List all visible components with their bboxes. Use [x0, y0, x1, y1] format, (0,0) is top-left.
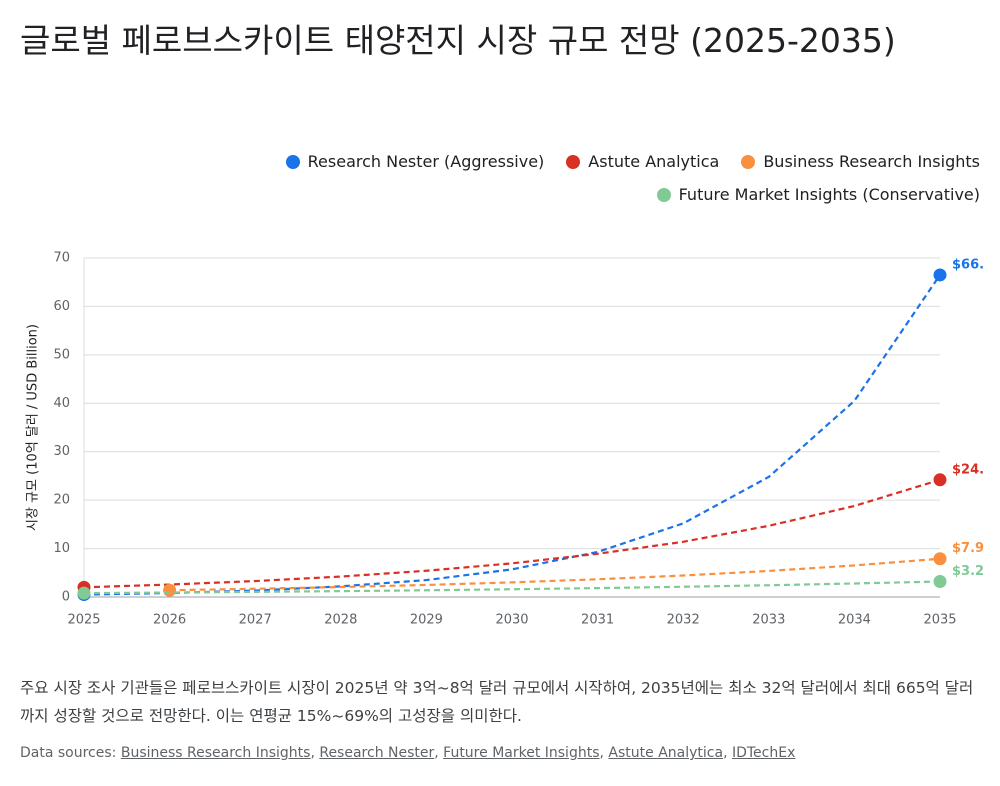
description: 주요 시장 조사 기관들은 페로브스카이트 시장이 2025년 약 3억~8억 …: [20, 679, 974, 725]
legend-marker: [566, 154, 581, 169]
x-tick-label: 2030: [495, 613, 528, 628]
y-tick-label: 70: [53, 251, 70, 266]
y-tick-label: 50: [53, 347, 70, 362]
source-link[interactable]: Astute Analytica: [608, 745, 724, 761]
y-tick-label: 60: [53, 299, 70, 314]
end-point: [77, 586, 91, 600]
separator: ,: [434, 745, 444, 761]
y-tick-label: 40: [53, 396, 70, 411]
legend-item: Astute Analytica: [566, 152, 719, 171]
value-label: $66.: [952, 257, 984, 272]
source-link[interactable]: Research Nester: [319, 745, 435, 761]
legend-item: Business Research Insights: [741, 152, 980, 171]
legend-label: Astute Analytica: [588, 152, 720, 171]
series-line: [83, 580, 941, 595]
series-line: [169, 557, 941, 592]
x-tick-label: 2033: [752, 613, 785, 628]
sources-label: Data sources:: [20, 745, 117, 761]
source-link[interactable]: Future Market Insights: [443, 745, 600, 761]
separator: ,: [723, 745, 732, 761]
y-tick-label: 0: [62, 590, 70, 605]
legend-label: Research Nester (Aggressive): [307, 152, 545, 171]
x-tick-label: 2028: [324, 613, 357, 628]
source-list: Business Research Insights, Research Nes…: [121, 745, 796, 761]
x-tick-label: 2025: [67, 613, 100, 628]
legend-item: Research Nester (Aggressive): [285, 152, 545, 171]
end-point: [933, 575, 947, 589]
series-line: [83, 478, 941, 589]
y-tick-label: 30: [53, 444, 70, 459]
series-line: [83, 274, 941, 596]
legend-marker: [285, 154, 300, 169]
legend-label: Business Research Insights: [763, 152, 980, 171]
separator: ,: [599, 745, 609, 761]
legend: Research Nester (Aggressive) Astute Analy…: [280, 152, 980, 204]
source-link[interactable]: Business Research Insights: [120, 745, 311, 761]
y-tick-label: 10: [53, 541, 70, 556]
x-tick-label: 2035: [923, 613, 956, 628]
x-tick-label: 2029: [410, 613, 443, 628]
end-point: [933, 473, 947, 487]
legend-marker: [741, 154, 756, 169]
source-link[interactable]: IDTechEx: [731, 745, 796, 761]
legend-item: Future Market Insights (Conservative): [656, 185, 980, 204]
y-axis-label: 시장 규모 (10억 달러 / USD Billion): [26, 324, 41, 531]
value-label: $3.2: [952, 564, 984, 579]
value-label: $7.9: [952, 541, 984, 556]
sources: Data sources: Business Research Insights…: [20, 745, 795, 761]
x-tick-label: 2026: [153, 613, 186, 628]
x-tick-label: 2034: [838, 613, 871, 628]
x-tick-label: 2031: [581, 613, 614, 628]
value-label: $24.: [952, 462, 984, 477]
x-tick-label: 2027: [239, 613, 272, 628]
end-point: [933, 268, 947, 282]
separator: ,: [310, 745, 320, 761]
legend-marker: [656, 187, 671, 202]
x-tick-label: 2032: [667, 613, 700, 628]
end-point: [163, 583, 177, 597]
title: 글로벌 페로브스카이트 태양전지 시장 규모 전망 (2025-2035): [20, 21, 896, 60]
end-point: [933, 552, 947, 566]
legend-label: Future Market Insights (Conservative): [678, 185, 980, 204]
y-tick-label: 20: [53, 493, 70, 508]
